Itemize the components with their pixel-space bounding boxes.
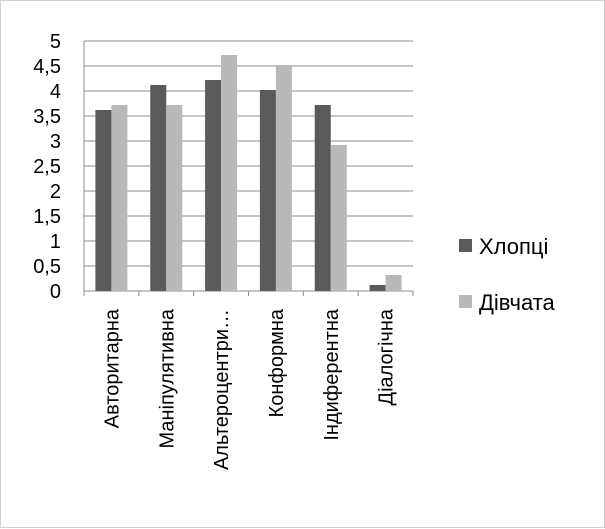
- bar-series-2: [385, 275, 402, 291]
- y-tick-label: 1: [50, 231, 61, 253]
- bar-series-2: [111, 105, 128, 291]
- y-tick-label: 3,5: [33, 106, 61, 128]
- bar-series-1: [259, 90, 276, 291]
- bar-series-1: [150, 85, 167, 291]
- y-tick-label: 0: [50, 281, 61, 303]
- bar-series-2: [166, 105, 183, 291]
- x-category-label: Індиферентна: [321, 308, 343, 441]
- y-tick-label: 0,5: [33, 256, 61, 278]
- y-tick-label: 2,5: [33, 156, 61, 178]
- legend-swatch: [459, 239, 472, 252]
- y-tick-label: 5: [50, 31, 61, 53]
- legend-label: Хлопці: [479, 234, 548, 259]
- y-tick-label: 1,5: [33, 206, 61, 228]
- bar-series-2: [221, 55, 238, 291]
- x-category-label: Конформна: [266, 308, 288, 417]
- y-tick-label: 3: [50, 131, 61, 153]
- bar-series-1: [95, 110, 112, 291]
- y-tick-label: 4,5: [33, 56, 61, 78]
- x-category-label: Авторитарна: [101, 308, 123, 428]
- x-category-label: Маніпулятивна: [156, 308, 178, 448]
- bar-series-1: [205, 80, 222, 291]
- bar-series-2: [275, 65, 292, 291]
- x-category-label: Діалогічна: [376, 308, 398, 405]
- y-tick-label: 2: [50, 181, 61, 203]
- bar-series-1: [314, 105, 331, 291]
- legend-swatch: [459, 295, 472, 308]
- bar-series-1: [369, 285, 386, 291]
- x-category-label: Альтероцентри…: [211, 309, 233, 470]
- bar-series-2: [330, 145, 347, 291]
- legend-label: Дівчата: [479, 290, 556, 315]
- y-tick-label: 4: [50, 81, 61, 103]
